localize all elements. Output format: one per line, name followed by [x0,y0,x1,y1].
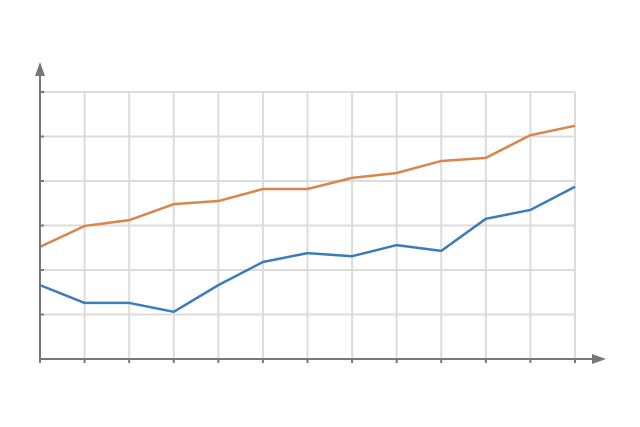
axes [35,62,606,364]
series-line [39,185,576,314]
lines [39,124,576,314]
series-line [39,124,576,248]
grid [39,91,576,360]
y-axis-arrow [35,62,45,76]
x-axis-arrow [592,354,606,364]
